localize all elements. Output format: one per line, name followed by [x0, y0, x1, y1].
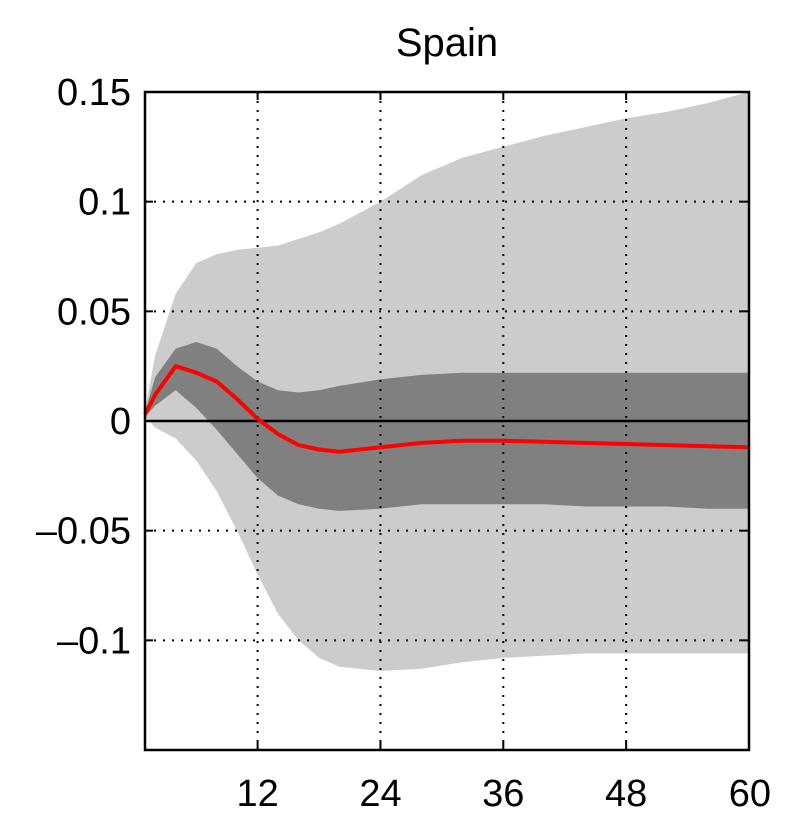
y-tick-label: 0.1	[78, 182, 131, 224]
y-tick-label: 0	[110, 401, 131, 443]
y-tick-label: –0.05	[36, 511, 131, 553]
y-tick-label: 0.05	[57, 291, 131, 333]
x-tick-label: 36	[482, 773, 524, 815]
x-tick-label: 12	[236, 773, 278, 815]
y-tick-label: 0.15	[57, 72, 131, 114]
plot-area: 0.15 0.1 0.05 0 –0.05 –0.1 12 24 36 48 60	[36, 72, 771, 815]
chart-title: Spain	[396, 21, 498, 65]
inner-confidence-band	[145, 342, 749, 511]
x-tick-label: 24	[359, 773, 401, 815]
x-tick-label: 60	[729, 773, 771, 815]
x-tick-label: 48	[605, 773, 647, 815]
y-tick-label: –0.1	[57, 620, 131, 662]
median-response-line	[143, 364, 750, 454]
